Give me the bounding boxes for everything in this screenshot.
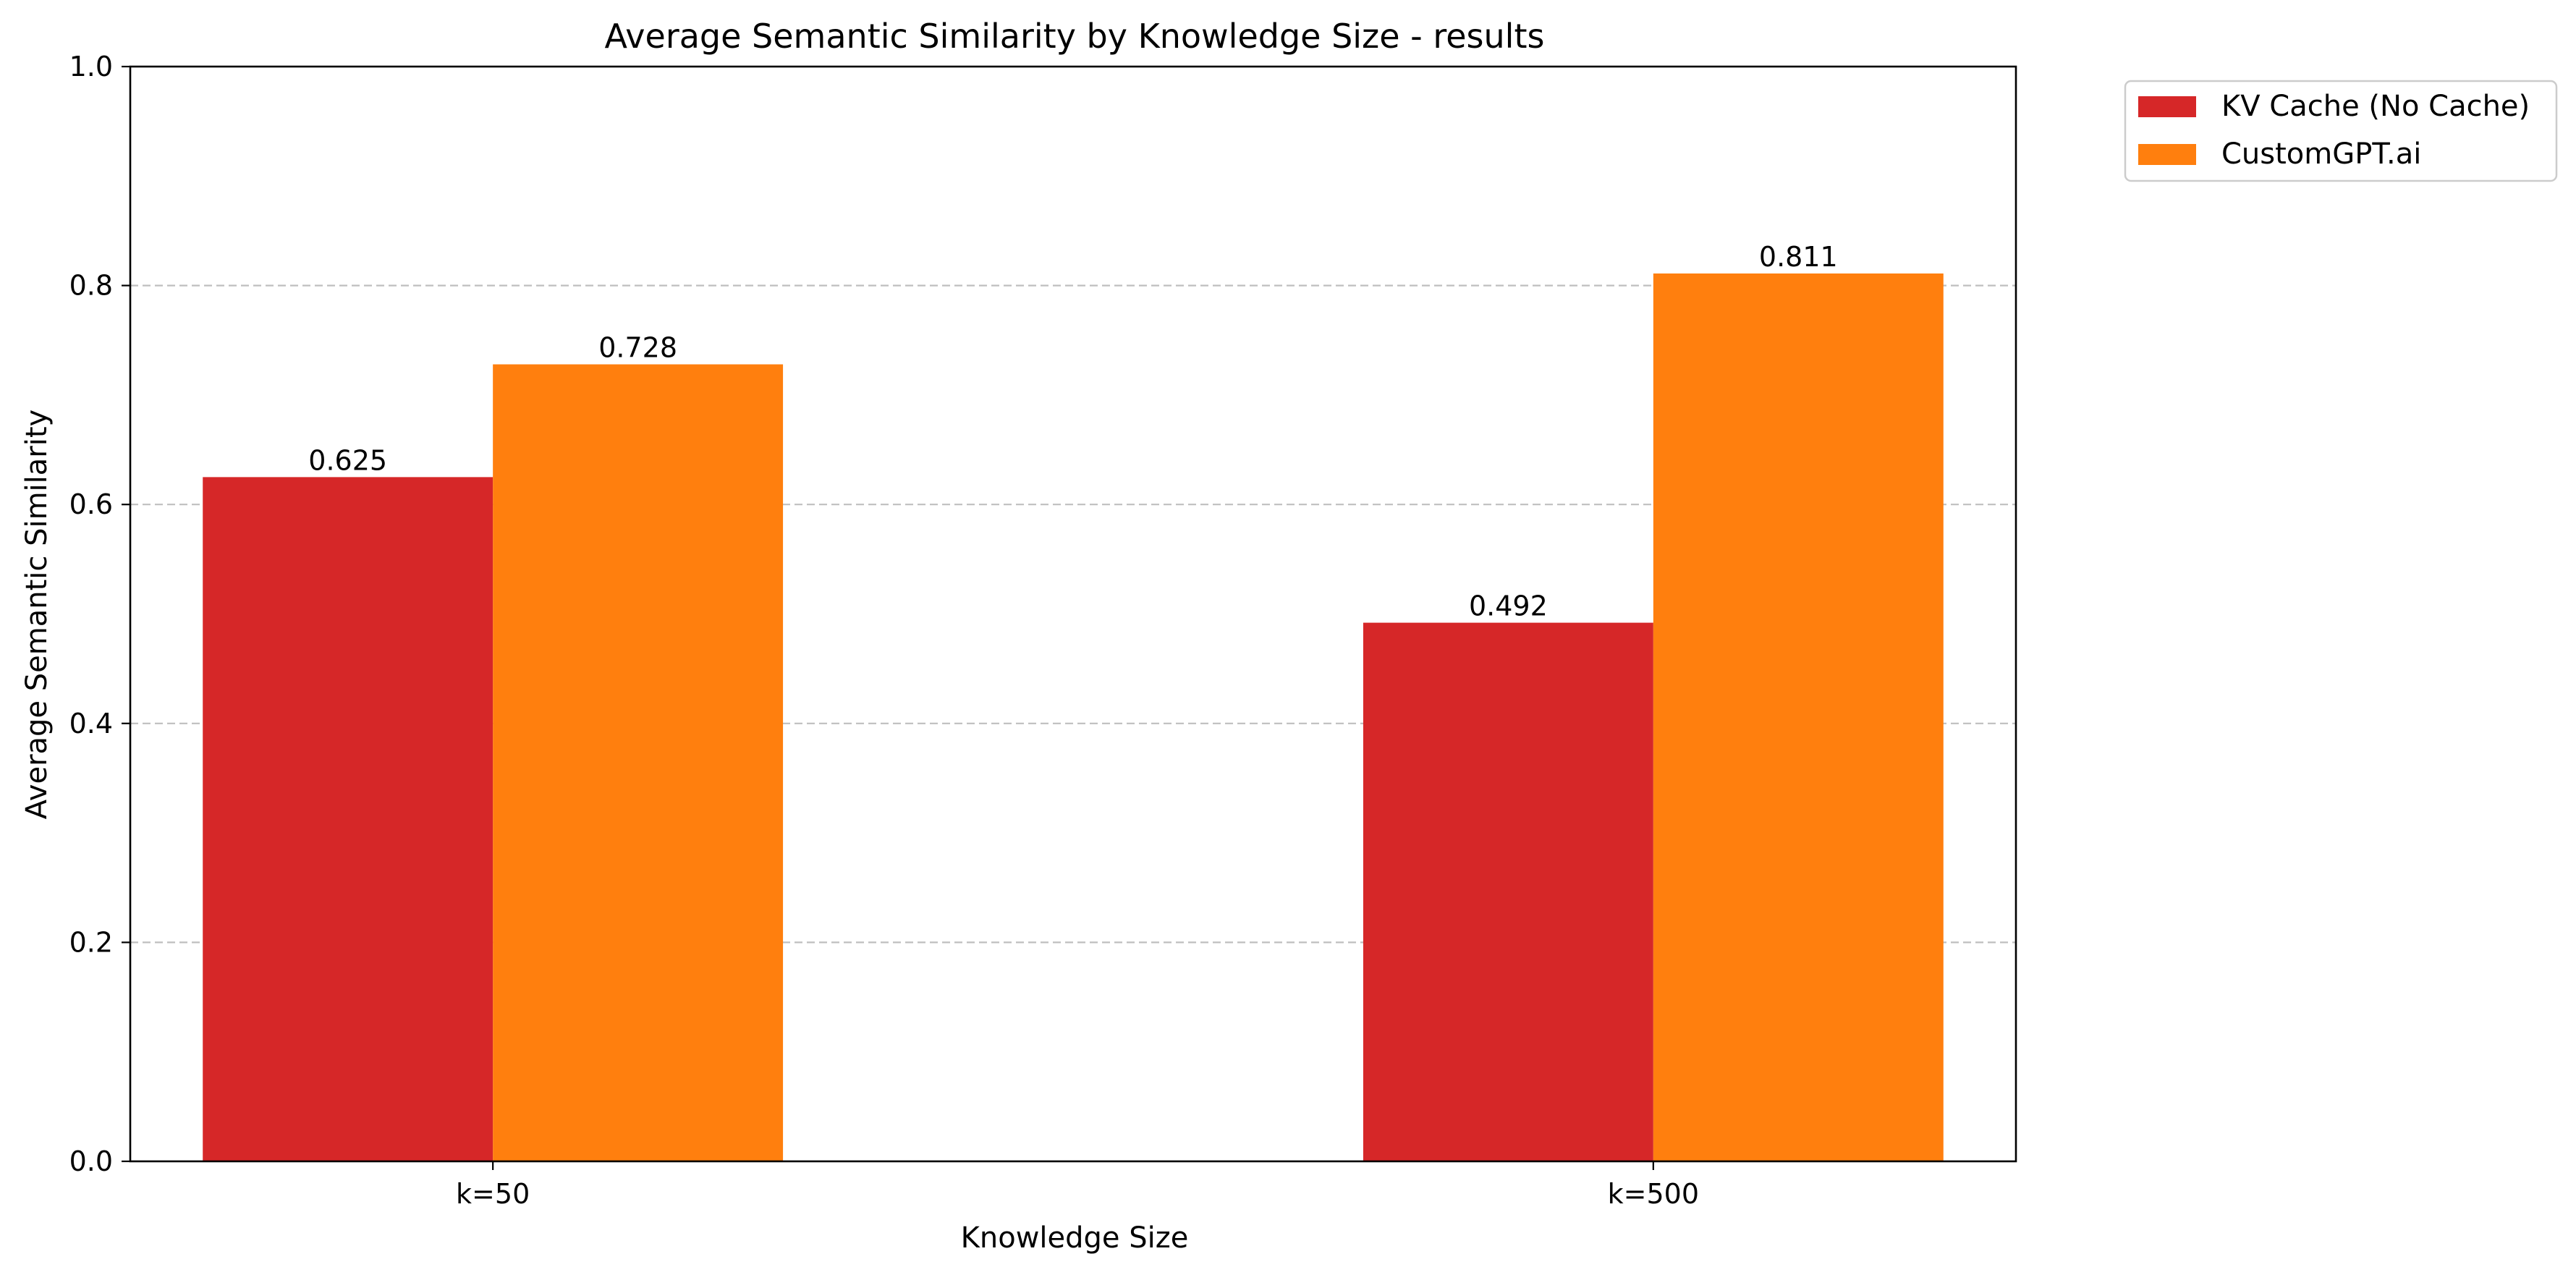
legend-swatch-customgpt — [2138, 144, 2196, 165]
legend-label-customgpt: CustomGPT.ai — [2221, 137, 2421, 171]
y-axis-label: Average Semantic Similarity — [20, 410, 54, 819]
data-label-series1-cat1: 0.811 — [1759, 241, 1838, 273]
data-label-series0-cat1: 0.492 — [1469, 590, 1548, 622]
y-axis: 0.0 0.2 0.4 0.6 0.8 1.0 — [69, 51, 130, 1177]
y-tick-label-4: 0.8 — [69, 270, 113, 302]
data-label-series1-cat0: 0.728 — [598, 332, 677, 364]
legend-swatch-kv-cache — [2138, 96, 2196, 117]
legend-label-kv-cache: KV Cache (No Cache) — [2221, 90, 2530, 123]
bar-series1-cat1 — [1653, 273, 1944, 1161]
bar-value-labels: 0.625 0.492 0.728 0.811 — [308, 241, 1837, 622]
plot-frame — [129, 65, 2017, 1163]
x-tick-label-0: k=50 — [456, 1178, 530, 1210]
y-tick-label-0: 0.0 — [69, 1145, 113, 1177]
x-axis: k=50 k=500 — [456, 1161, 1699, 1210]
legend: KV Cache (No Cache) CustomGPT.ai — [2124, 80, 2558, 182]
x-axis-label: Knowledge Size — [961, 1221, 1189, 1255]
y-tick-label-2: 0.4 — [69, 708, 113, 739]
y-tick-label-3: 0.6 — [69, 488, 113, 520]
bar-series0-cat1 — [1363, 622, 1653, 1161]
bar-series0-cat0 — [203, 477, 493, 1161]
bar-series1-cat0 — [493, 364, 784, 1161]
y-tick-label-1: 0.2 — [69, 926, 113, 958]
y-tick-label-5: 1.0 — [69, 51, 113, 82]
bars — [203, 273, 1944, 1161]
x-tick-label-1: k=500 — [1608, 1178, 1699, 1210]
legend-frame — [2124, 80, 2558, 182]
chart-title: Average Semantic Similarity by Knowledge… — [605, 17, 1545, 56]
data-label-series0-cat0: 0.625 — [308, 444, 387, 476]
